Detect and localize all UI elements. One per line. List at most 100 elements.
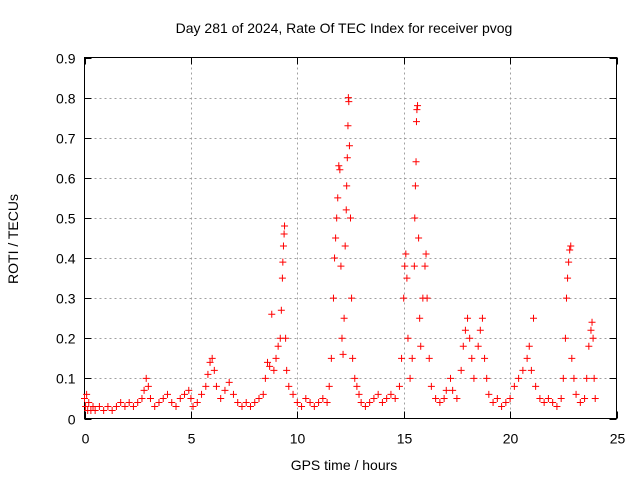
- data-point: [570, 374, 578, 382]
- data-point: [108, 406, 116, 414]
- data-point: [104, 402, 112, 410]
- data-point: [536, 394, 544, 402]
- data-point: [478, 314, 486, 322]
- data-point: [159, 394, 167, 402]
- data-point: [355, 390, 363, 398]
- data-point: [112, 402, 120, 410]
- data-point: [553, 402, 561, 410]
- data-point: [335, 162, 343, 170]
- y-tick-label: 0.6: [56, 171, 76, 187]
- x-tick-label: 15: [397, 431, 413, 447]
- data-point: [146, 394, 154, 402]
- data-point: [485, 390, 493, 398]
- data-point: [423, 294, 431, 302]
- data-point: [340, 314, 348, 322]
- y-tick-label: 0.8: [56, 91, 76, 107]
- data-point: [185, 386, 193, 394]
- axis-ticks: 0 0.1 0.2 0.3 0.4 0.5 0.6 0.7 0.8 0.9 0 5 10 15 20 25: [56, 51, 625, 447]
- data-point: [272, 354, 280, 362]
- data-point: [425, 354, 433, 362]
- data-point: [568, 354, 576, 362]
- data-point: [283, 366, 291, 374]
- data-point: [378, 398, 386, 406]
- data-point: [134, 398, 142, 406]
- data-point: [331, 254, 339, 262]
- data-point: [449, 386, 457, 394]
- data-point: [410, 262, 418, 270]
- data-point: [89, 402, 97, 410]
- data-point: [493, 394, 501, 402]
- data-point: [544, 394, 552, 402]
- data-point: [391, 394, 399, 402]
- data-point: [453, 394, 461, 402]
- data-point: [189, 402, 197, 410]
- y-tick-label: 0.4: [56, 251, 76, 267]
- data-point: [447, 374, 455, 382]
- data-point: [589, 334, 597, 342]
- data-point: [562, 294, 570, 302]
- data-point: [251, 398, 259, 406]
- data-point: [366, 398, 374, 406]
- data-point: [400, 294, 408, 302]
- data-point: [370, 394, 378, 402]
- data-point: [181, 390, 189, 398]
- data-point: [481, 354, 489, 362]
- data-point: [345, 98, 353, 106]
- data-point: [466, 334, 474, 342]
- data-point: [315, 398, 323, 406]
- data-point: [129, 402, 137, 410]
- y-axis-label: ROTI / TECUs: [5, 194, 21, 284]
- data-point: [208, 354, 216, 362]
- data-point: [502, 398, 510, 406]
- data-point: [459, 342, 467, 350]
- data-point: [411, 214, 419, 222]
- data-point: [339, 350, 347, 358]
- data-point: [187, 394, 195, 402]
- data-point: [198, 390, 206, 398]
- data-point: [411, 182, 419, 190]
- x-tick-label: 20: [503, 431, 519, 447]
- data-point: [566, 246, 574, 254]
- data-point: [285, 382, 293, 390]
- data-point: [121, 402, 129, 410]
- data-point: [412, 118, 420, 126]
- data-point: [242, 398, 250, 406]
- y-tick-label: 0.5: [56, 211, 76, 227]
- data-point: [349, 354, 357, 362]
- x-tick-label: 25: [610, 431, 626, 447]
- data-point: [572, 390, 580, 398]
- data-point: [540, 398, 548, 406]
- data-point: [585, 342, 593, 350]
- data-point: [274, 342, 282, 350]
- data-point: [591, 394, 599, 402]
- data-point: [306, 398, 314, 406]
- data-point: [83, 390, 91, 398]
- data-point: [172, 402, 180, 410]
- data-point: [348, 294, 356, 302]
- y-tick-label: 0.9: [56, 51, 76, 67]
- data-point: [319, 394, 327, 402]
- data-point: [395, 382, 403, 390]
- data-point: [436, 398, 444, 406]
- plot-frame: [84, 57, 617, 419]
- data-point: [527, 366, 535, 374]
- data-point: [282, 334, 290, 342]
- data-point: [325, 382, 333, 390]
- y-tick-label: 0.3: [56, 291, 76, 307]
- data-point: [323, 398, 331, 406]
- data-point: [567, 242, 575, 250]
- data-point: [421, 262, 429, 270]
- data-point: [403, 274, 411, 282]
- data-point: [229, 390, 237, 398]
- data-point: [270, 366, 278, 374]
- data-point: [576, 398, 584, 406]
- data-point: [246, 402, 254, 410]
- data-point: [221, 386, 229, 394]
- data-point: [82, 402, 90, 410]
- data-point: [483, 374, 491, 382]
- data-point: [333, 214, 341, 222]
- data-point: [155, 398, 163, 406]
- data-point: [510, 382, 518, 390]
- data-point: [341, 242, 349, 250]
- data-point: [415, 234, 423, 242]
